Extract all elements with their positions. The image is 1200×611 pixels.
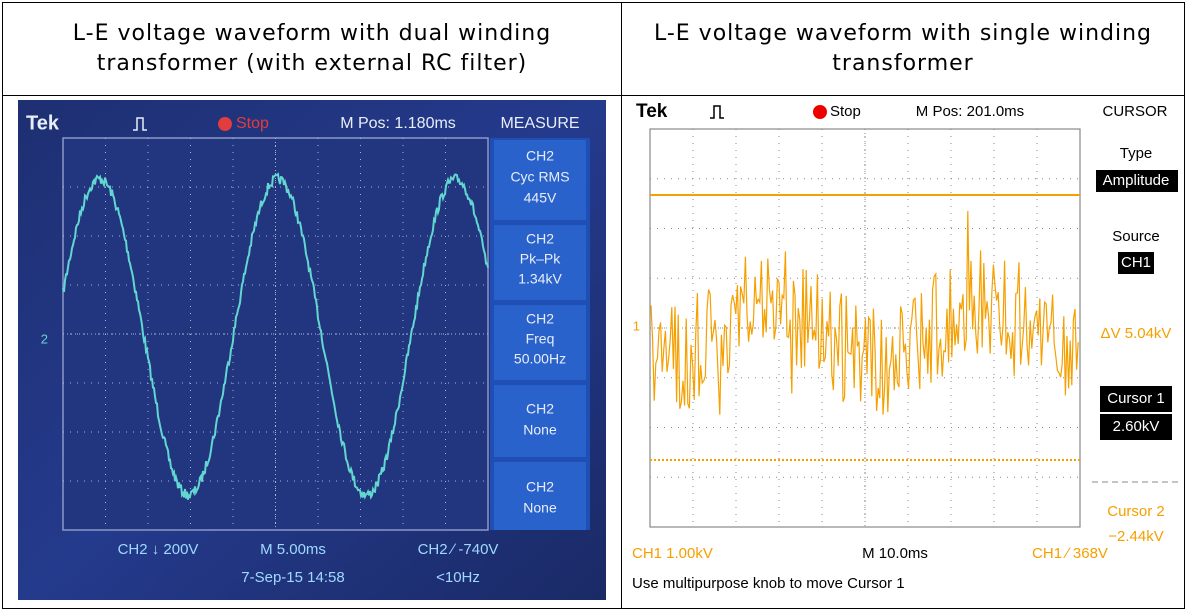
screen-text: CH1 1.00kV [632, 545, 713, 562]
screen-text: CH2 ↓ 200V [118, 541, 199, 558]
screen-text: 7-Sep-15 14:58 [241, 569, 344, 586]
screen-text: Cursor 2 [1107, 503, 1165, 520]
screen-text: Cursor 1 [1107, 390, 1165, 407]
screen-text: 50.00Hz [514, 351, 566, 367]
panel-box [1096, 170, 1178, 192]
panel-box [494, 305, 586, 380]
screen-text: CH1 [1121, 254, 1151, 271]
screen-text: Use multipurpose knob to move Cursor 1 [632, 575, 905, 592]
screen-text: Freq [526, 331, 555, 347]
screen-text: CH1 ∕ 368V [1032, 545, 1108, 562]
trigger-icon [133, 117, 147, 131]
header-text: L-E voltage waveform with single winding… [653, 21, 1153, 76]
screen-text: 2.60kV [1113, 418, 1160, 435]
panel-box [1100, 414, 1172, 440]
panel-box [494, 140, 586, 220]
header-cell: L-E voltage waveform with dual winding t… [2, 2, 622, 96]
waveform [62, 172, 489, 500]
screen-text: M 10.0ms [862, 545, 928, 562]
screen-text: None [523, 422, 557, 438]
screen-text: M Pos: 201.0ms [916, 103, 1024, 120]
screen-text: <10Hz [436, 569, 480, 586]
brand: Tek [636, 101, 668, 122]
scope-screen: Tek Stop M Pos: 1.180ms MEASURE CH2 Cyc RMS 44… [18, 100, 606, 600]
screen-text: Type [1120, 145, 1153, 162]
screen-text: CURSOR [1102, 103, 1167, 120]
header-cell: L-E voltage waveform with single winding… [621, 2, 1185, 96]
screen-text: Pk–Pk [520, 251, 561, 267]
screen-text: CH2 [526, 231, 554, 247]
panel-box [1118, 252, 1154, 274]
scope-screen: Tek Stop M Pos: 201.0ms CURSOR Type Amplitude… [630, 97, 1180, 602]
screen-text: M Pos: 1.180ms [340, 115, 456, 132]
panel-box [494, 462, 586, 530]
screen-text: CH2 ∕ -740V [418, 541, 499, 558]
waveform [650, 210, 1079, 415]
screen-text: Amplitude [1103, 172, 1170, 189]
screen-text: CH2 [526, 311, 554, 327]
screen-text: Cyc RMS [510, 169, 569, 185]
screen-text: None [523, 500, 557, 516]
channel-marker: 2 [41, 331, 48, 346]
screen-text: ΔV 5.04kV [1101, 325, 1172, 342]
trigger-icon [710, 105, 724, 119]
screen-text: Stop [236, 115, 269, 132]
channel-marker: 1 [633, 318, 640, 333]
screen-text: Stop [830, 103, 861, 120]
brand: Tek [26, 112, 60, 134]
stop-dot [813, 105, 827, 119]
panel-box [494, 225, 586, 300]
stop-dot [218, 117, 232, 131]
screen-text: −2.44kV [1108, 528, 1163, 545]
header-text: L-E voltage waveform with dual winding t… [72, 21, 552, 76]
screen-text: CH2 [526, 148, 554, 164]
panel-box [1100, 386, 1172, 412]
screen-text: Source [1112, 228, 1160, 245]
screen-text: MEASURE [500, 115, 579, 132]
image-cell [621, 95, 1185, 609]
screen-text: CH2 [526, 479, 554, 495]
panel-box [494, 385, 586, 457]
screen-text: CH2 [526, 401, 554, 417]
screen-text: 1.34kV [518, 271, 562, 287]
screen-text: 445V [524, 190, 557, 206]
screen-text: M 5.00ms [260, 541, 326, 558]
